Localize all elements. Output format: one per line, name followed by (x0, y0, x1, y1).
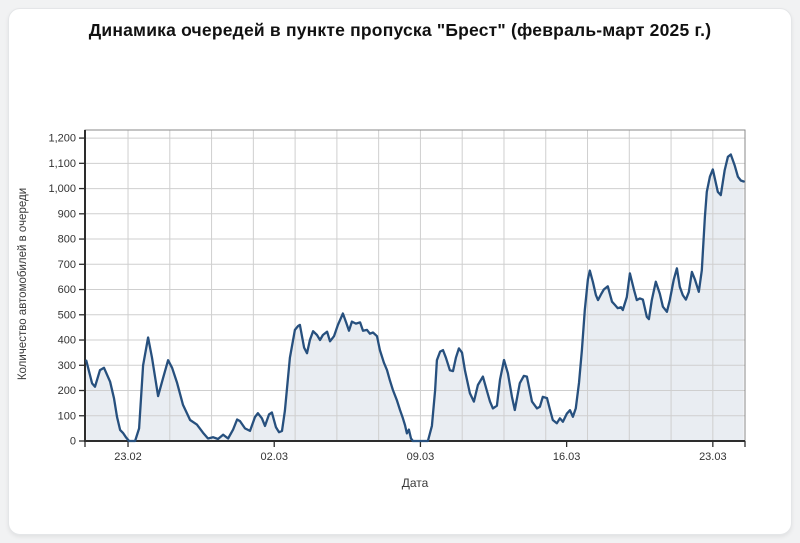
y-tick-label: 300 (58, 360, 76, 372)
chart-card (8, 8, 792, 535)
y-tick-label: 900 (58, 208, 76, 220)
series-area-fill (86, 154, 744, 441)
y-tick-label: 0 (70, 436, 76, 448)
chart-title: Динамика очередей в пункте пропуска "Бре… (88, 20, 712, 40)
y-tick-label: 800 (58, 234, 76, 246)
y-tick-label: 1,100 (48, 158, 76, 170)
y-tick-label: 200 (58, 385, 76, 397)
x-tick-label: 23.02 (114, 451, 142, 463)
x-tick-label: 16.03 (553, 451, 581, 463)
x-tick-label: 09.03 (407, 451, 435, 463)
y-tick-label: 500 (58, 309, 76, 321)
x-tick-label: 23.03 (699, 451, 727, 463)
series-line (85, 153, 745, 443)
y-tick-label: 1,000 (48, 183, 76, 195)
y-tick-label: 100 (58, 410, 76, 422)
y-tick-label: 600 (58, 284, 76, 296)
y-tick-label: 400 (58, 335, 76, 347)
y-tick-label: 1,200 (48, 133, 76, 145)
x-tick-label: 02.03 (260, 451, 288, 463)
x-axis-title: Дата (401, 476, 429, 490)
y-tick-label: 700 (58, 259, 76, 271)
